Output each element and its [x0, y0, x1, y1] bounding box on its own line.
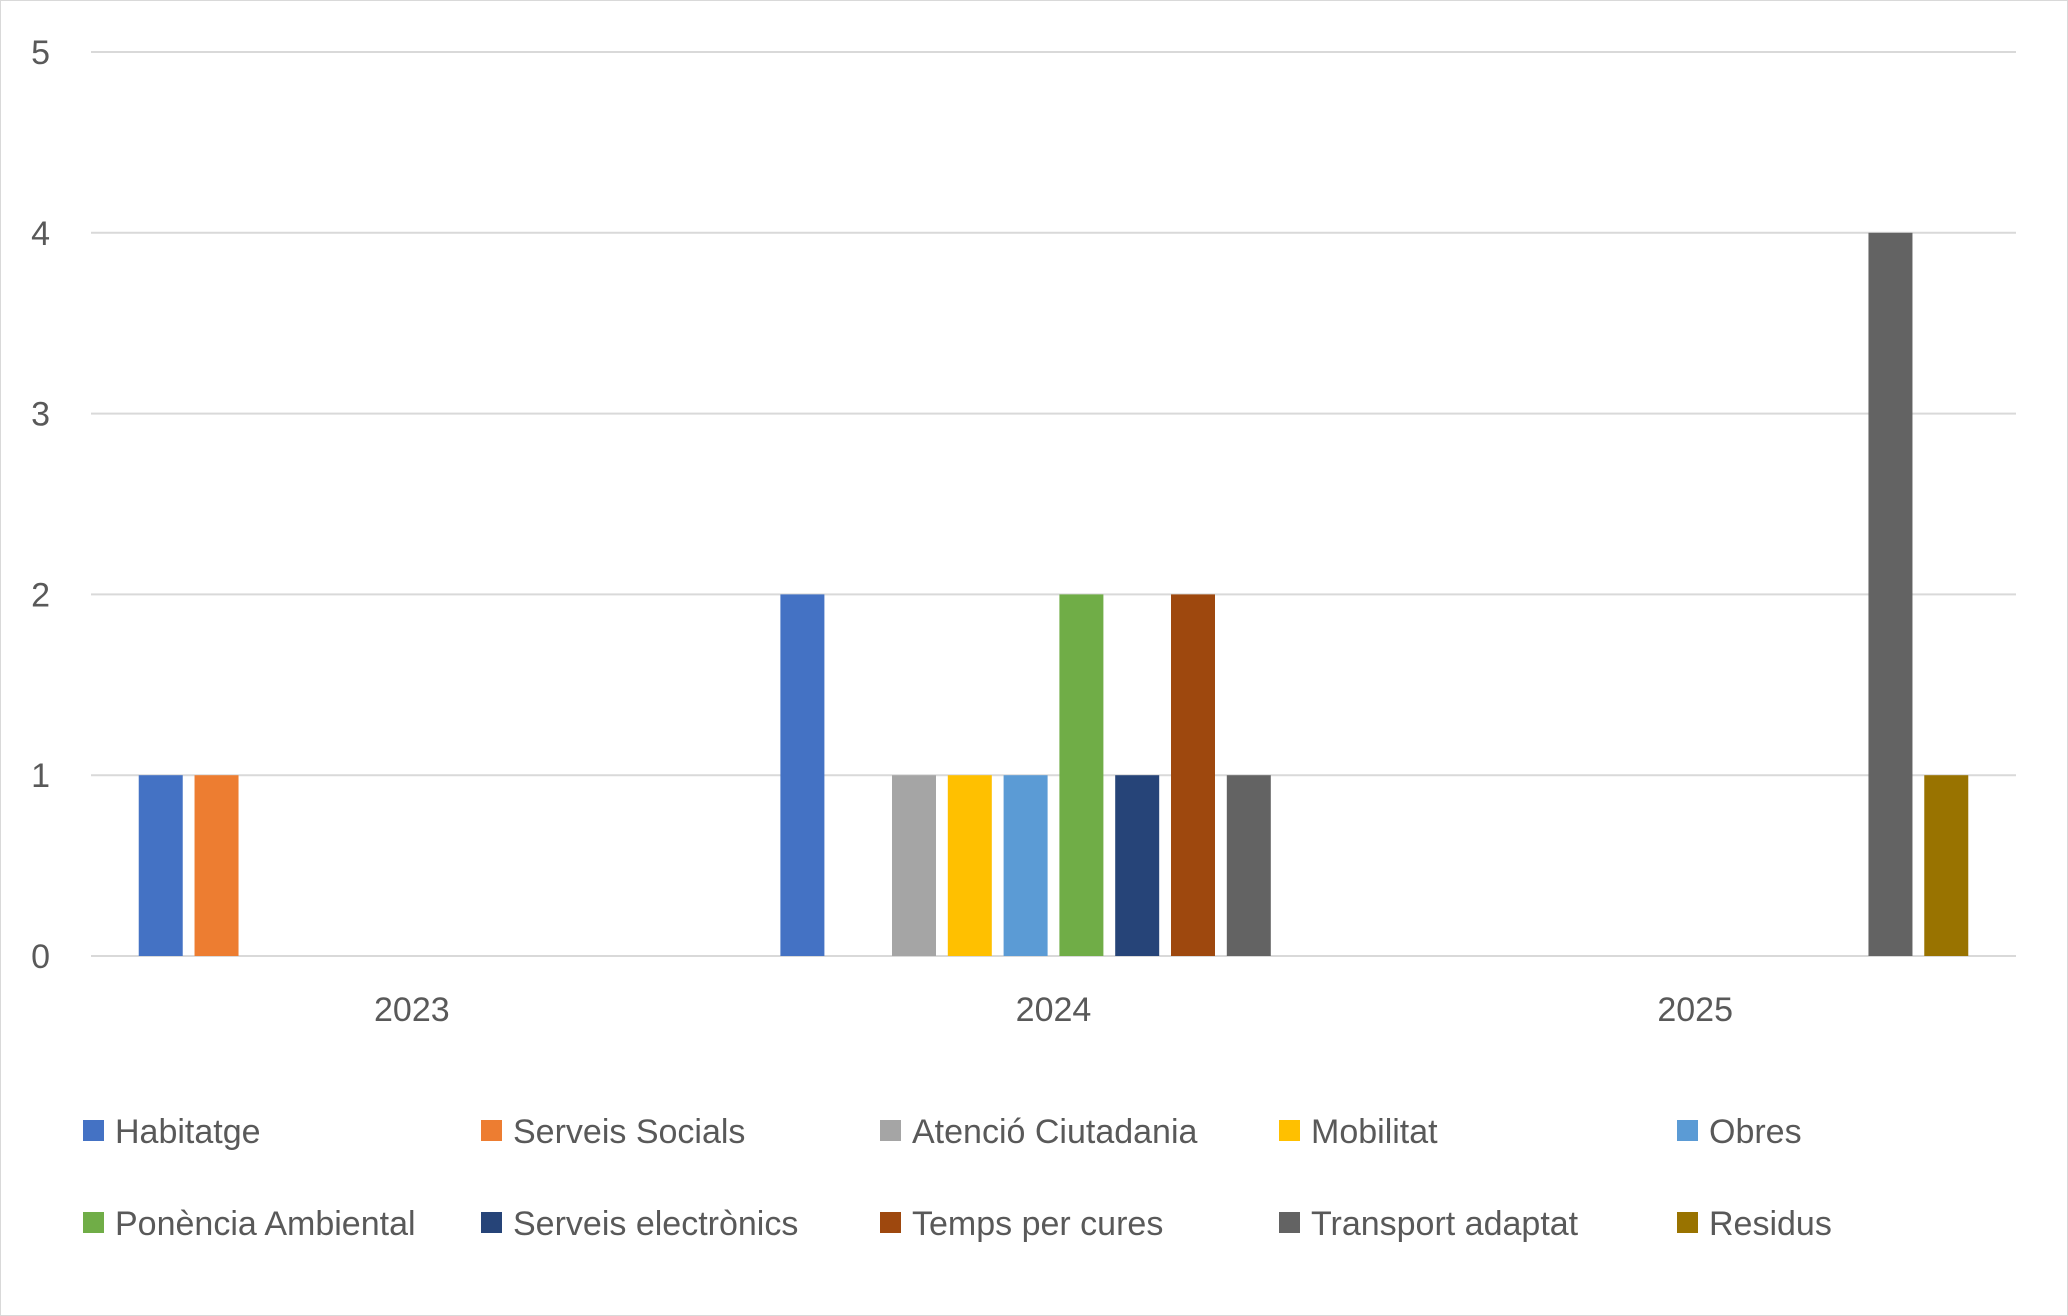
bar-2024-temps-per-cures [1171, 594, 1215, 956]
bar-2024-serveis-electr-nics [1115, 775, 1160, 956]
bar-2023-serveis-socials [194, 775, 239, 956]
legend-label-residus: Residus [1709, 1205, 1832, 1243]
bar-2024-habitatge [780, 594, 825, 956]
legend-label-temps-per-cures: Temps per cures [912, 1205, 1163, 1243]
legend-label-habitatge: Habitatge [115, 1113, 261, 1151]
legend-item-residus: Residus [1677, 1205, 1832, 1243]
legend-item-atenci-ciutadania: Atenció Ciutadania [880, 1113, 1198, 1151]
legend-swatch-transport-adaptat [1279, 1212, 1300, 1233]
legend: Habitatge Serveis Socials Atenció Ciutadan… [83, 1113, 1832, 1243]
bar-2025-transport-adaptat [1868, 232, 1913, 957]
y-tick-label-4: 4 [31, 215, 50, 253]
legend-item-serveis-socials: Serveis Socials [481, 1113, 745, 1151]
legend-swatch-serveis-socials [481, 1120, 502, 1141]
legend-label-transport-adaptat: Transport adaptat [1311, 1205, 1579, 1243]
bar-2024-atenci-ciutadania [892, 775, 936, 956]
legend-label-serveis-socials: Serveis Socials [513, 1113, 745, 1151]
legend-label-pon-ncia-ambiental: Ponència Ambiental [115, 1205, 416, 1243]
legend-swatch-pon-ncia-ambiental [83, 1212, 104, 1233]
y-tick-label-1: 1 [31, 757, 50, 795]
bar-2024-transport-adaptat [1226, 775, 1271, 956]
x-category-label-2025: 2025 [1657, 991, 1733, 1029]
y-tick-label-5: 5 [31, 34, 50, 72]
legend-item-obres: Obres [1677, 1113, 1802, 1151]
legend-swatch-habitatge [83, 1120, 104, 1141]
y-tick-label-3: 3 [31, 396, 50, 434]
x-category-label-2023: 2023 [374, 991, 450, 1029]
legend-swatch-residus [1677, 1212, 1698, 1233]
legend-label-obres: Obres [1709, 1113, 1802, 1151]
y-axis-tick-labels: 0 1 2 3 4 5 [31, 34, 50, 976]
legend-swatch-mobilitat [1279, 1120, 1300, 1141]
legend-label-atenci-ciutadania: Atenció Ciutadania [912, 1113, 1198, 1151]
bar-2024-pon-ncia-ambiental [1059, 594, 1104, 956]
legend-item-mobilitat: Mobilitat [1279, 1113, 1438, 1151]
legend-swatch-atenci-ciutadania [880, 1120, 901, 1141]
bar-2024-obres [1003, 775, 1048, 956]
bar-2024-mobilitat [947, 775, 992, 956]
legend-item-pon-ncia-ambiental: Ponència Ambiental [83, 1205, 416, 1243]
legend-swatch-obres [1677, 1120, 1698, 1141]
legend-swatch-temps-per-cures [880, 1212, 901, 1233]
legend-item-habitatge: Habitatge [83, 1113, 261, 1151]
bars [138, 232, 1969, 957]
legend-swatch-serveis-electr-nics [481, 1212, 502, 1233]
gridlines [91, 51, 2016, 957]
bar-2025-residus [1924, 775, 1969, 956]
x-category-label-2024: 2024 [1016, 991, 1092, 1029]
legend-item-transport-adaptat: Transport adaptat [1279, 1205, 1579, 1243]
bar-2023-habitatge [138, 775, 183, 956]
legend-label-serveis-electr-nics: Serveis electrònics [513, 1205, 798, 1243]
legend-item-serveis-electr-nics: Serveis electrònics [481, 1205, 798, 1243]
y-tick-label-0: 0 [31, 938, 50, 976]
legend-item-temps-per-cures: Temps per cures [880, 1205, 1163, 1243]
legend-label-mobilitat: Mobilitat [1311, 1113, 1438, 1151]
x-axis-category-labels: 2023 2024 2025 [374, 991, 1733, 1029]
y-tick-label-2: 2 [31, 576, 50, 614]
